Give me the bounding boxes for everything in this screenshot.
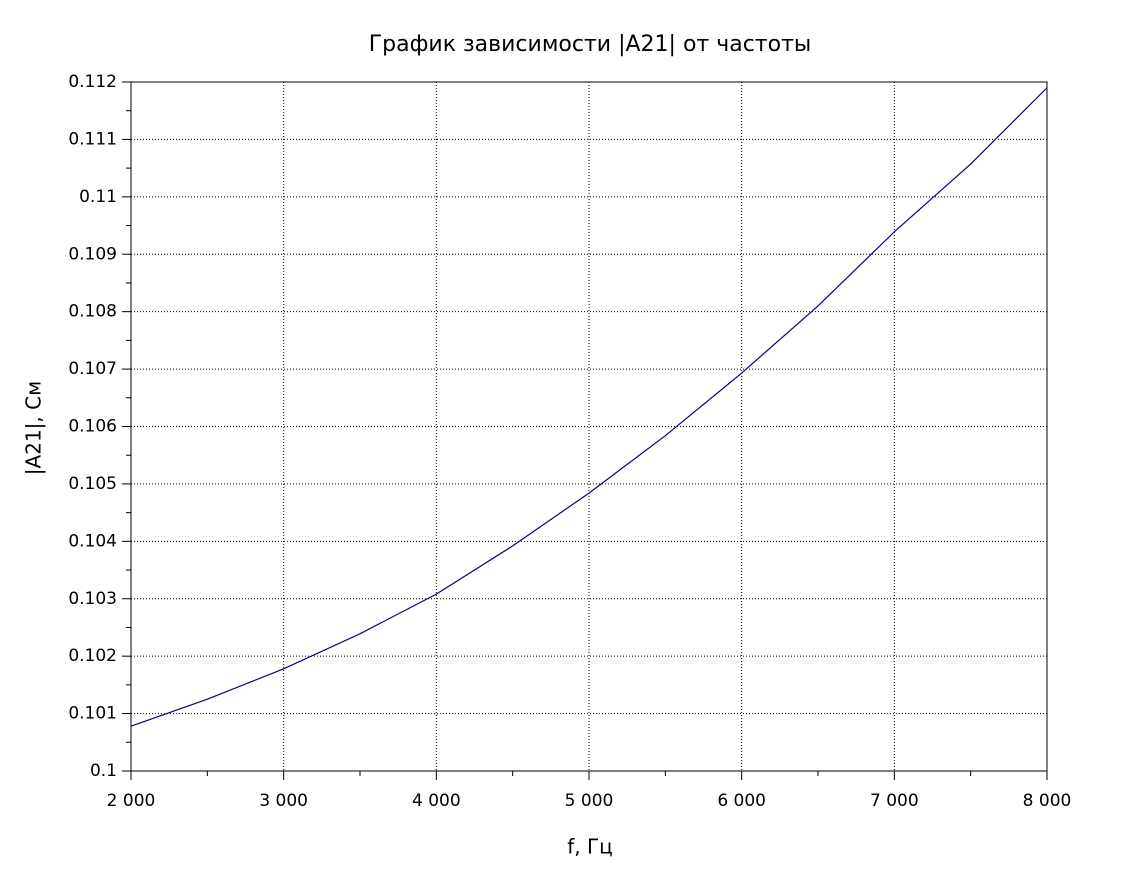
y-tick-label: 0.108 [68, 302, 117, 322]
y-tick-label: 0.109 [68, 244, 117, 264]
x-tick-label: 5 000 [565, 791, 614, 811]
x-tick-label: 2 000 [107, 791, 156, 811]
chart-title: График зависимости |A21| от частоты [369, 32, 812, 57]
x-tick-label: 7 000 [870, 791, 919, 811]
y-tick-label: 0.105 [68, 474, 117, 494]
y-tick-label: 0.101 [68, 704, 117, 724]
x-tick-label: 6 000 [717, 791, 766, 811]
x-tick-label: 3 000 [259, 791, 308, 811]
y-tick-label: 0.111 [68, 129, 117, 149]
x-tick-label: 4 000 [412, 791, 461, 811]
y-tick-label: 0.103 [68, 589, 117, 609]
x-axis-label: f, Гц [567, 835, 613, 859]
y-tick-label: 0.112 [68, 72, 117, 92]
y-tick-label: 0.102 [68, 646, 117, 666]
y-tick-label: 0.104 [68, 531, 117, 551]
x-tick-label: 8 000 [1023, 791, 1072, 811]
plot-frame [130, 81, 1048, 772]
y-axis-label: |A21|, См [22, 381, 46, 475]
y-tick-label: 0.107 [68, 359, 117, 379]
data-line [130, 87, 1048, 727]
y-tick-label: 0.106 [68, 417, 117, 437]
y-tick-label: 0.11 [79, 187, 117, 207]
y-tick-label: 0.1 [90, 761, 117, 781]
